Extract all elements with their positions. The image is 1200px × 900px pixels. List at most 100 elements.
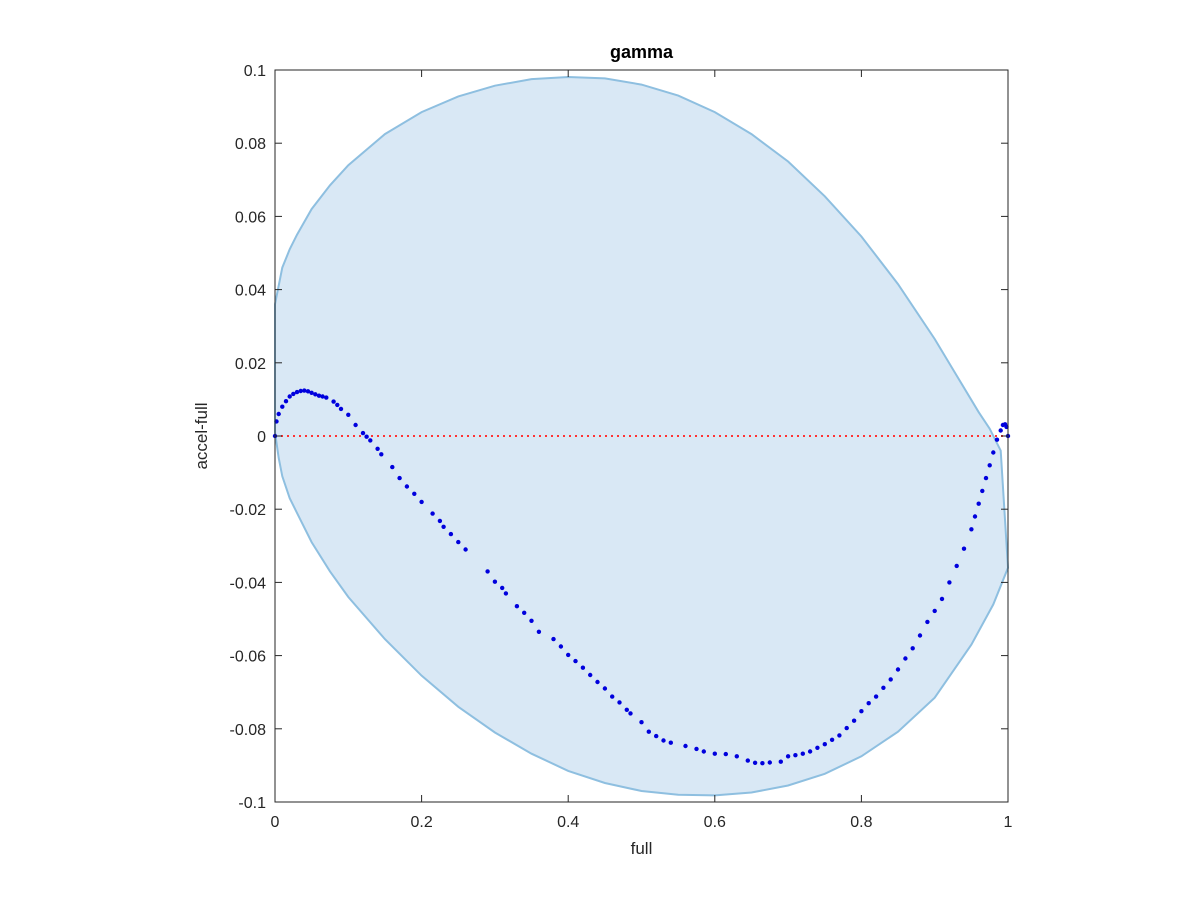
data-point <box>837 733 842 738</box>
data-point <box>972 514 978 519</box>
axes-box <box>274 69 1009 803</box>
data-point <box>617 700 622 705</box>
data-point <box>701 749 706 754</box>
data-point <box>712 751 717 756</box>
data-point <box>298 388 303 394</box>
data-point <box>969 527 974 532</box>
data-point <box>610 694 615 699</box>
data-point <box>903 656 908 661</box>
x-axis-title: full <box>631 839 653 858</box>
data-point <box>536 629 542 634</box>
data-point <box>881 685 886 690</box>
data-point <box>800 751 805 756</box>
data-point <box>961 546 967 551</box>
data-point <box>338 406 344 412</box>
data-point <box>661 738 666 743</box>
data-point <box>844 725 849 731</box>
data-point <box>595 679 600 685</box>
data-point <box>280 404 285 409</box>
data-point <box>294 389 300 395</box>
data-point <box>324 395 329 400</box>
data-point <box>500 585 505 591</box>
data-point <box>529 618 534 623</box>
data-point <box>287 394 292 399</box>
data-point <box>624 707 629 712</box>
data-point <box>360 430 366 436</box>
data-point <box>566 652 571 658</box>
y-tick-label: -0.04 <box>230 575 267 592</box>
data-point <box>320 394 325 399</box>
x-axis-ticks: 0 0.2 0.4 0.6 0.8 1 <box>271 70 1013 831</box>
data-point <box>353 422 358 428</box>
data-point <box>932 608 937 614</box>
data-point <box>752 760 758 765</box>
data-point <box>807 749 813 754</box>
data-point <box>925 619 930 625</box>
data-point <box>456 539 461 545</box>
x-tick-label: 0.4 <box>557 814 579 831</box>
data-point <box>760 761 765 766</box>
data-point <box>492 579 498 584</box>
x-tick-label: 1 <box>1004 814 1013 831</box>
x-tick-label: 0.2 <box>410 814 432 831</box>
data-point <box>379 452 384 457</box>
y-axis-title: accel-full <box>192 402 211 469</box>
chart-title: gamma <box>610 42 674 62</box>
data-point <box>994 437 1000 442</box>
data-point <box>346 412 351 417</box>
y-tick-label: 0.08 <box>235 136 266 153</box>
data-point <box>291 391 296 397</box>
data-point <box>485 569 490 574</box>
data-point <box>390 464 395 470</box>
data-point <box>364 434 369 439</box>
y-tick-label: -0.1 <box>238 795 266 812</box>
data-point <box>404 484 410 489</box>
data-point <box>873 694 879 699</box>
data-point <box>888 677 893 682</box>
data-point <box>939 596 945 602</box>
y-tick-label: 0.1 <box>244 63 266 80</box>
data-point <box>316 393 322 398</box>
data-point <box>980 488 985 494</box>
data-point <box>668 740 673 745</box>
data-point <box>412 491 417 496</box>
data-point <box>463 547 468 552</box>
data-point <box>514 604 520 609</box>
y-tick-label: 0 <box>257 429 266 446</box>
y-tick-label: 0.06 <box>235 209 266 226</box>
data-point <box>954 563 959 569</box>
data-point <box>910 646 915 651</box>
data-point <box>866 701 871 706</box>
data-point <box>983 475 989 481</box>
x-tick-label: 0 <box>271 814 280 831</box>
y-axis-ticks: -0.1 -0.08 -0.06 -0.04 -0.02 0 0.02 0.04 0.06 0.0… <box>230 63 1008 812</box>
data-point <box>305 389 311 394</box>
data-point <box>654 733 659 739</box>
data-point <box>646 729 651 734</box>
data-point <box>767 760 772 765</box>
y-tick-label: -0.08 <box>230 722 267 739</box>
data-point <box>815 745 820 750</box>
data-point <box>375 446 380 451</box>
data-point <box>998 428 1003 433</box>
data-point <box>917 633 923 638</box>
data-point <box>368 438 373 443</box>
data-point <box>580 665 586 670</box>
y-tick-label: -0.06 <box>230 649 267 666</box>
data-point <box>551 636 556 642</box>
data-point <box>987 463 992 468</box>
data-point <box>397 475 402 481</box>
data-point <box>723 751 728 757</box>
data-point <box>302 388 307 393</box>
data-point <box>588 672 593 678</box>
x-tick-label: 0.8 <box>850 814 872 831</box>
data-point <box>734 754 739 759</box>
data-point <box>778 759 783 764</box>
data-point <box>437 518 443 524</box>
data-point <box>683 743 688 749</box>
data-point <box>947 580 952 585</box>
data-point <box>785 754 791 759</box>
data-point <box>441 524 446 529</box>
data-point <box>745 758 750 763</box>
